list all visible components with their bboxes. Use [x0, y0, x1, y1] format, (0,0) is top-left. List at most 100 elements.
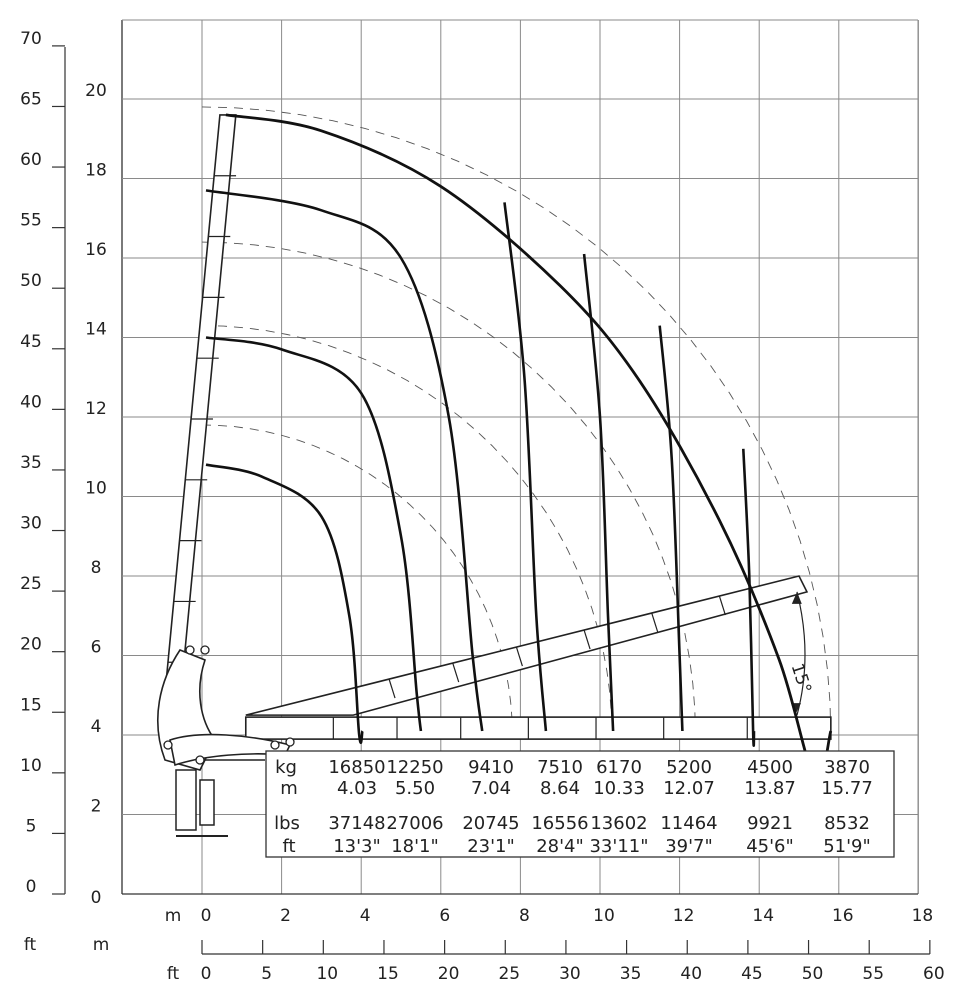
y-tick-label-ft: 60 — [20, 150, 42, 170]
crane-drawing — [157, 114, 832, 837]
y-tick-label-m: 14 — [85, 320, 107, 340]
y-tick-label-ft: 20 — [20, 635, 42, 655]
table-cell-m: 15.77 — [821, 778, 873, 799]
reference-arcs — [201, 106, 832, 736]
crane-leg — [199, 779, 215, 826]
x-tick-label-ft: 45 — [741, 964, 763, 984]
crane-leg — [175, 769, 197, 831]
load-curve — [205, 336, 423, 732]
x-axis-m-label: m — [165, 906, 182, 926]
table-row-label-lbs: lbs — [274, 813, 300, 834]
load-curve — [205, 189, 484, 732]
load-curve — [742, 448, 756, 747]
table-cell-m: 12.07 — [663, 778, 715, 799]
y-tick-label-ft: 70 — [20, 29, 42, 49]
reference-arc — [201, 241, 696, 736]
x-tick-label-m: 10 — [593, 906, 615, 926]
y-tick-label-ft: 10 — [20, 756, 42, 776]
table-cell-lbs: 8532 — [824, 813, 870, 834]
boom-segment-mark — [515, 646, 523, 667]
x-tick-label-m: 8 — [519, 906, 530, 926]
reference-arc — [201, 325, 613, 736]
table-cell-lbs: 27006 — [386, 813, 443, 834]
table-row-label-ft: ft — [282, 836, 295, 857]
load-table-frame — [265, 750, 895, 858]
y-tick-label-m: 0 — [91, 888, 102, 908]
x-tick-label-m: 6 — [439, 906, 450, 926]
y-tick-label-m: 2 — [91, 797, 102, 817]
table-cell-ft: 18'1" — [391, 836, 439, 857]
table-row-label-kg: kg — [275, 757, 297, 778]
x-tick-label-ft: 40 — [680, 964, 702, 984]
table-cell-kg: 3870 — [824, 757, 870, 778]
table-cell-kg: 9410 — [468, 757, 514, 778]
y-tick-label-ft: 50 — [20, 271, 42, 291]
axes: 0 2 4 6 8 10 12 14 16 18 20 0 5 10 15 20 25 30 35 40 45 50 55 6… — [20, 29, 945, 984]
pivot-pin — [163, 740, 173, 750]
y-tick-label-m: 10 — [85, 479, 107, 499]
y-tick-label-m: 16 — [85, 240, 107, 260]
x-tick-label-ft: 25 — [498, 964, 520, 984]
reference-arc — [201, 106, 832, 736]
y-tick-label-ft: 35 — [20, 453, 42, 473]
pivot-pin — [285, 737, 295, 747]
y-axis-ft-unit-label: ft — [24, 935, 37, 955]
table-cell-ft: 13'3" — [333, 836, 381, 857]
table-cell-m: 4.03 — [337, 778, 377, 799]
table-cell-kg: 5200 — [666, 757, 712, 778]
x-tick-label-m: 18 — [912, 906, 934, 926]
x-tick-label-ft: 0 — [201, 964, 212, 984]
table-cell-kg: 12250 — [386, 757, 443, 778]
y-tick-label-ft: 25 — [20, 574, 42, 594]
x-tick-label-m: 0 — [201, 906, 212, 926]
table-cell-m: 5.50 — [395, 778, 435, 799]
y-tick-label-ft: 5 — [26, 816, 37, 836]
table-cell-lbs: 16556 — [531, 813, 588, 834]
boom-segment-mark — [452, 662, 460, 683]
table-cell-ft: 39'7" — [665, 836, 713, 857]
x-tick-label-ft: 20 — [438, 964, 460, 984]
x-axis-ft-label: ft — [167, 964, 180, 984]
table-cell-ft: 28'4" — [536, 836, 584, 857]
y-tick-label-m: 4 — [91, 717, 102, 737]
table-cell-lbs: 13602 — [590, 813, 647, 834]
inclined-boom — [245, 575, 809, 716]
table-cell-kg: 4500 — [747, 757, 793, 778]
x-tick-label-m: 12 — [673, 906, 695, 926]
table-cell-ft: 33'11" — [589, 836, 648, 857]
load-curve — [503, 202, 548, 732]
table-cell-lbs: 11464 — [660, 813, 717, 834]
y-tick-label-ft: 15 — [20, 695, 42, 715]
y-tick-label-ft: 55 — [20, 211, 42, 231]
y-tick-label-m: 20 — [85, 81, 107, 101]
envelope-curve — [225, 113, 833, 782]
table-cell-kg: 6170 — [596, 757, 642, 778]
pivot-pin — [270, 740, 280, 750]
y-tick-label-ft: 0 — [26, 877, 37, 897]
table-cell-m: 10.33 — [593, 778, 645, 799]
angle-label: 15° — [787, 661, 815, 696]
load-curve — [658, 325, 684, 732]
table-cell-ft: 51'9" — [823, 836, 871, 857]
y-tick-label-m: 6 — [91, 638, 102, 658]
x-tick-label-ft: 15 — [377, 964, 399, 984]
x-tick-label-m: 14 — [752, 906, 774, 926]
y-tick-label-ft: 40 — [20, 392, 42, 412]
x-tick-label-ft: 30 — [559, 964, 581, 984]
table-cell-m: 7.04 — [471, 778, 511, 799]
load-table: kg 16850 12250 9410 7510 6170 5200 4500 3870 m 4.0… — [265, 750, 895, 858]
boom-segment-mark — [388, 678, 396, 699]
y-tick-label-m: 18 — [85, 161, 107, 181]
boom-segment-mark — [651, 612, 659, 633]
pivot-pin — [185, 645, 195, 655]
table-cell-lbs: 20745 — [462, 813, 519, 834]
y-tick-label-ft: 30 — [20, 514, 42, 534]
load-curve — [582, 253, 615, 732]
table-cell-kg: 7510 — [537, 757, 583, 778]
y-tick-label-ft: 45 — [20, 332, 42, 352]
table-cell-ft: 23'1" — [467, 836, 515, 857]
table-cell-kg: 16850 — [328, 757, 385, 778]
y-axis-m-unit-label: m — [93, 935, 110, 955]
table-row-label-m: m — [280, 778, 298, 799]
